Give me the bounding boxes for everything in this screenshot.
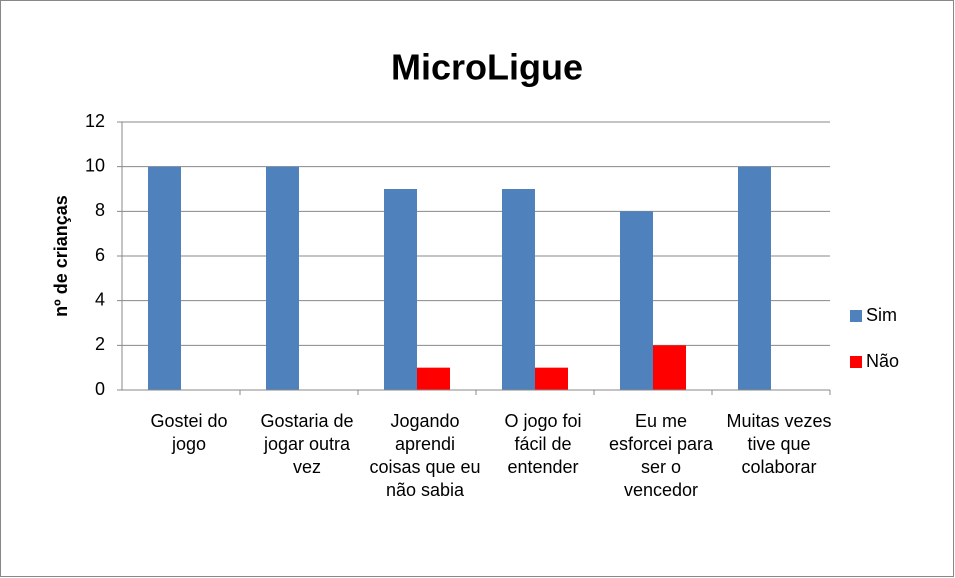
- bar: [620, 211, 653, 390]
- legend-label: Não: [866, 351, 899, 371]
- legend-swatch: [850, 356, 862, 368]
- bar: [148, 166, 181, 390]
- chart-title: MicroLigue: [391, 47, 583, 88]
- y-tick-label: 0: [95, 379, 105, 399]
- bar: [417, 367, 450, 390]
- bar: [653, 345, 686, 390]
- y-tick-label: 8: [95, 200, 105, 220]
- bar: [266, 166, 299, 390]
- x-tick-label: Gostaria de jogar outra vez: [260, 411, 354, 477]
- x-tick-label: Muitas vezes tive que colaborar: [726, 411, 832, 477]
- bar: [384, 189, 417, 390]
- x-tick-label: Jogando aprendi coisas que eu não sabia: [369, 411, 481, 500]
- x-tick-label: Gostei do jogo: [150, 411, 228, 454]
- legend-swatch: [850, 310, 862, 322]
- bar: [502, 189, 535, 390]
- bar: [535, 367, 568, 390]
- legend-label: Sim: [866, 305, 897, 325]
- y-tick-label: 2: [95, 334, 105, 354]
- x-tick-label: O jogo foi fácil de entender: [504, 411, 582, 477]
- y-tick-label: 10: [85, 155, 105, 175]
- bar: [738, 166, 771, 390]
- y-tick-label: 12: [85, 111, 105, 131]
- y-tick-label: 4: [95, 289, 105, 309]
- x-tick-label: Eu me esforcei para ser o vencedor: [608, 411, 714, 500]
- y-tick-label: 6: [95, 245, 105, 265]
- y-axis-label: nº de crianças: [51, 195, 71, 317]
